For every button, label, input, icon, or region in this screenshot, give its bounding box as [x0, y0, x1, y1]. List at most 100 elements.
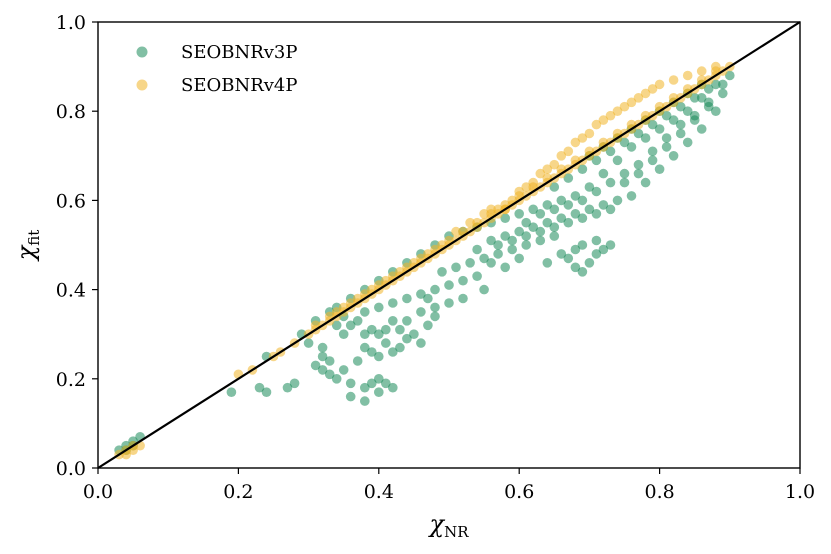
x-tick-label-0: 0.0 [83, 481, 113, 503]
point-seobnrv4p-117 [563, 146, 574, 157]
point-seobnrv3p-53 [331, 320, 342, 331]
legend-label-seobnrv4p: SEOBNRv4P [181, 75, 298, 96]
point-seobnrv3p-103 [612, 195, 623, 206]
point-seobnrv3p-150 [633, 128, 644, 139]
point-seobnrv3p-80 [577, 267, 588, 277]
point-seobnrv3p-109 [696, 124, 707, 134]
point-seobnrv3p-50 [352, 316, 363, 326]
point-seobnrv4p-102 [598, 115, 609, 125]
point-seobnrv3p-83 [598, 244, 609, 255]
point-seobnrv3p-122 [584, 182, 595, 192]
point-seobnrv3p-194 [689, 115, 700, 125]
point-seobnrv3p-107 [668, 151, 679, 161]
point-seobnrv3p-14 [317, 351, 328, 362]
point-seobnrv3p-117 [654, 124, 665, 134]
point-seobnrv3p-26 [374, 387, 384, 398]
point-seobnrv3p-146 [577, 164, 588, 174]
point-seobnrv4p-103 [605, 110, 616, 121]
point-seobnrv3p-148 [605, 146, 616, 157]
point-seobnrv3p-174 [647, 146, 658, 157]
point-seobnrv4p-121 [535, 168, 546, 179]
point-seobnrv3p-90 [514, 253, 524, 264]
point-seobnrv3p-91 [500, 262, 511, 273]
point-seobnrv3p-98 [542, 217, 553, 228]
point-seobnrv4p-110 [654, 79, 665, 90]
point-seobnrv3p-110 [711, 106, 721, 116]
point-seobnrv3p-71 [465, 258, 475, 268]
point-seobnrv4p-130 [465, 217, 475, 228]
point-seobnrv3p-70 [451, 262, 461, 273]
point-seobnrv3p-97 [528, 222, 538, 232]
point-seobnrv3p-186 [577, 213, 588, 223]
y-tick-label-2: 0.4 [56, 280, 86, 302]
point-seobnrv3p-182 [521, 231, 531, 241]
point-seobnrv3p-74 [507, 244, 517, 255]
point-seobnrv3p-173 [633, 159, 644, 170]
point-seobnrv3p-10 [289, 378, 300, 389]
point-seobnrv3p-149 [619, 137, 630, 148]
point-seobnrv3p-170 [591, 186, 602, 197]
point-seobnrv3p-15 [324, 356, 335, 366]
point-seobnrv3p-169 [577, 195, 588, 206]
point-seobnrv3p-153 [675, 101, 686, 112]
point-seobnrv3p-88 [556, 249, 567, 259]
point-seobnrv3p-189 [619, 177, 630, 188]
point-seobnrv3p-34 [388, 347, 398, 357]
point-seobnrv3p-46 [381, 324, 391, 335]
point-seobnrv4p-131 [451, 226, 461, 237]
x-axis-label: χNR [428, 510, 470, 541]
point-seobnrv3p-43 [402, 316, 412, 326]
point-seobnrv3p-92 [486, 258, 496, 268]
point-seobnrv3p-69 [437, 267, 447, 277]
x-tick-label-3: 0.6 [504, 481, 534, 503]
point-seobnrv3p-126 [528, 204, 538, 215]
point-seobnrv3p-38 [409, 329, 419, 340]
point-seobnrv3p-13 [317, 342, 328, 353]
point-seobnrv4p-119 [549, 159, 560, 170]
point-seobnrv3p-37 [402, 333, 412, 344]
point-seobnrv3p-12 [303, 338, 314, 348]
point-seobnrv4p-105 [619, 101, 630, 112]
point-seobnrv3p-184 [549, 222, 560, 232]
point-seobnrv3p-115 [682, 106, 693, 116]
point-seobnrv3p-28 [388, 382, 398, 393]
point-seobnrv3p-16 [317, 365, 328, 375]
point-seobnrv3p-120 [612, 155, 623, 166]
point-seobnrv3p-123 [570, 191, 581, 201]
point-seobnrv3p-65 [458, 293, 468, 304]
point-seobnrv3p-64 [479, 284, 489, 295]
point-seobnrv3p-195 [703, 101, 714, 112]
point-seobnrv4p-111 [668, 75, 679, 85]
point-seobnrv3p-101 [584, 204, 595, 215]
point-seobnrv3p-6 [226, 387, 237, 398]
point-seobnrv3p-192 [661, 142, 672, 152]
point-seobnrv3p-60 [430, 284, 440, 295]
x-axis-label-subscript: NR [444, 523, 469, 541]
point-seobnrv3p-21 [345, 378, 356, 389]
point-seobnrv4p-100 [584, 128, 595, 139]
point-seobnrv3p-27 [381, 378, 391, 389]
point-seobnrv3p-125 [542, 200, 553, 210]
point-seobnrv3p-72 [479, 253, 489, 264]
point-seobnrv4p-113 [696, 66, 707, 76]
point-seobnrv3p-57 [388, 298, 398, 308]
point-seobnrv3p-29 [374, 374, 384, 384]
point-seobnrv4p-118 [556, 151, 567, 161]
point-seobnrv3p-39 [416, 338, 426, 348]
point-seobnrv3p-152 [661, 110, 672, 121]
point-seobnrv3p-78 [563, 253, 574, 264]
axis-ticks: 0.0 0.2 0.4 0.6 0.8 1.0 0.0 0.2 0.4 0.6 0.8 1.0 [56, 12, 815, 503]
point-seobnrv3p-25 [367, 378, 377, 389]
point-seobnrv3p-41 [430, 311, 440, 322]
point-seobnrv3p-30 [352, 356, 363, 366]
point-seobnrv3p-17 [310, 360, 321, 371]
point-seobnrv3p-86 [577, 240, 588, 250]
y-axis-label-text: χfit [12, 230, 43, 263]
point-seobnrv3p-93 [472, 244, 482, 255]
point-seobnrv3p-108 [682, 137, 693, 148]
y-tick-label-0: 0.0 [56, 458, 86, 480]
point-seobnrv3p-48 [367, 324, 377, 335]
point-seobnrv3p-58 [402, 293, 412, 304]
point-seobnrv3p-63 [472, 271, 482, 282]
